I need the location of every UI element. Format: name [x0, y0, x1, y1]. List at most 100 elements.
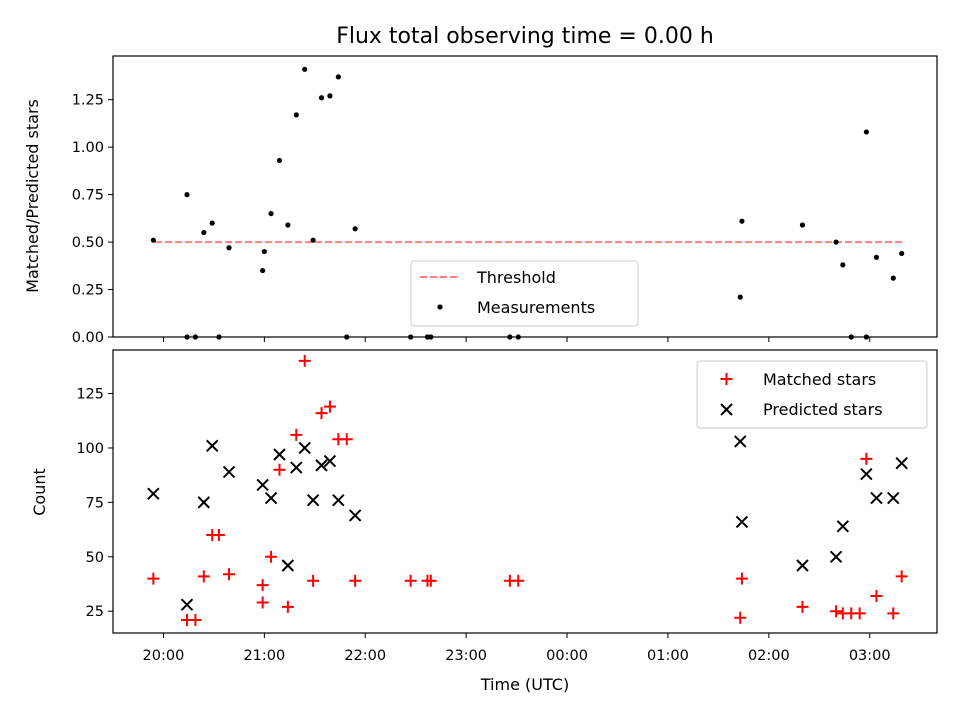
- matched-star-point: [298, 354, 311, 367]
- predicted-star-point: [306, 494, 320, 507]
- legend-matched-label: Matched stars: [763, 370, 876, 389]
- matched-star-point: [735, 572, 748, 585]
- measurement-point: [260, 267, 266, 274]
- matched-star-point: [315, 407, 328, 420]
- predicted-star-point: [734, 435, 747, 448]
- top-y-tick-label: 1.25: [72, 93, 104, 109]
- top-panel: 0.00 0.25 0.50 0.75 1.00 1.25 Matched/Predict…: [23, 55, 938, 346]
- measurement-point: [184, 192, 190, 198]
- predicted-star-point: [197, 496, 211, 509]
- x-tick-label: 20:00: [143, 648, 185, 664]
- predicted-star-point: [348, 509, 362, 522]
- top-y-tick-label: 0.75: [72, 188, 104, 204]
- predicted-star-point: [829, 550, 843, 564]
- predicted-star-point: [887, 491, 900, 505]
- predicted-star-point: [796, 559, 809, 572]
- x-tick-label: 03:00: [849, 648, 891, 664]
- matched-star-point: [404, 574, 417, 587]
- measurement-point: [799, 222, 806, 228]
- predicted-star-point: [264, 491, 278, 505]
- measurement-point: [261, 248, 267, 255]
- matched-star-point: [796, 600, 809, 613]
- measurement-point: [310, 237, 316, 243]
- matched-star-point: [853, 607, 866, 620]
- matched-star-point: [273, 463, 286, 476]
- measurement-point: [201, 229, 207, 236]
- measurement-point: [833, 239, 839, 245]
- predicted-star-point: [870, 491, 883, 505]
- measurement-point: [739, 218, 745, 224]
- measurement-point: [318, 95, 325, 101]
- matched-star-point: [512, 574, 525, 587]
- predicted-star-point: [332, 494, 345, 507]
- matched-star-point: [189, 613, 202, 626]
- matched-star-point: [870, 589, 883, 602]
- measurement-point: [840, 262, 846, 268]
- measurement-point: [209, 220, 215, 226]
- x-tick-label: 00:00: [546, 648, 588, 664]
- measurement-point: [276, 157, 283, 164]
- x-tick-label: 22:00: [344, 648, 386, 664]
- predicted-star-point: [290, 461, 303, 474]
- x-tick-label: 23:00: [445, 648, 487, 664]
- x-tick-label: 21:00: [243, 648, 285, 664]
- predicted-star-point: [836, 520, 850, 533]
- legend-predicted-swatch: [720, 403, 733, 416]
- top-y-tick-label: 0.25: [72, 283, 104, 299]
- x-tick-label: 01:00: [647, 648, 689, 664]
- predicted-star-point: [735, 515, 749, 529]
- top-axes-frame: [112, 55, 938, 338]
- matched-star-point: [860, 452, 873, 465]
- predicted-star-point: [180, 598, 194, 611]
- bottom-y-tick-label: 100: [76, 441, 104, 457]
- matched-star-point: [895, 570, 908, 583]
- measurement-point: [352, 226, 358, 232]
- matched-star-point: [265, 550, 278, 563]
- matched-star-point: [323, 400, 336, 413]
- bottom-y-tick-label: 25: [86, 604, 104, 620]
- predicted-star-point: [256, 478, 269, 492]
- bottom-legend: Matched stars Predicted stars: [696, 360, 928, 429]
- top-legend-box: [410, 260, 639, 327]
- matched-star-point: [147, 572, 160, 585]
- matched-star-point: [290, 428, 303, 441]
- matched-star-point: [340, 433, 353, 446]
- bottom-axes-frame: [112, 349, 938, 634]
- bottom-panel: 25 50 75 100 125 20:00 21:00 22:00 23:00 00:00 01…: [30, 349, 938, 694]
- bottom-y-tick-label: 125: [76, 387, 104, 403]
- predicted-star-point: [315, 459, 328, 472]
- top-y-axis-label: Matched/Predicted stars: [23, 99, 42, 293]
- bottom-y-axis: 25 50 75 100 125: [76, 387, 113, 620]
- matched-star-point: [256, 579, 269, 592]
- matched-star-point: [212, 529, 225, 542]
- predicted-star-point: [281, 559, 295, 572]
- matched-star-point: [197, 570, 210, 583]
- matched-star-point: [887, 607, 900, 620]
- legend-predicted-label: Predicted stars: [763, 400, 883, 419]
- measurement-point: [327, 93, 333, 99]
- legend-measurements-swatch: [437, 304, 443, 310]
- measurement-point: [737, 294, 743, 300]
- predicted-star-point: [222, 465, 236, 479]
- measurement-point: [268, 210, 274, 217]
- x-axis-label: Time (UTC): [480, 675, 569, 694]
- x-tick-label: 02:00: [748, 648, 790, 664]
- bottom-plot-area: [147, 354, 908, 626]
- predicted-star-point: [323, 454, 337, 468]
- chart-title: Flux total observing time = 0.00 h: [336, 24, 714, 49]
- top-y-tick-label: 1.00: [72, 140, 104, 156]
- top-legend: Threshold Measurements: [410, 260, 639, 327]
- measurement-point: [150, 237, 156, 243]
- predicted-star-point: [147, 487, 160, 500]
- top-y-tick-label: 0.50: [72, 235, 104, 251]
- bottom-legend-box: [696, 360, 928, 429]
- measurement-point: [899, 250, 905, 257]
- matched-star-point: [734, 611, 747, 624]
- bottom-y-tick-label: 50: [86, 550, 104, 566]
- matched-star-point: [223, 568, 236, 581]
- matched-star-point: [349, 574, 362, 587]
- predicted-star-point: [298, 441, 311, 455]
- legend-measurements-label: Measurements: [477, 298, 595, 317]
- bottom-y-axis-label: Count: [30, 468, 49, 516]
